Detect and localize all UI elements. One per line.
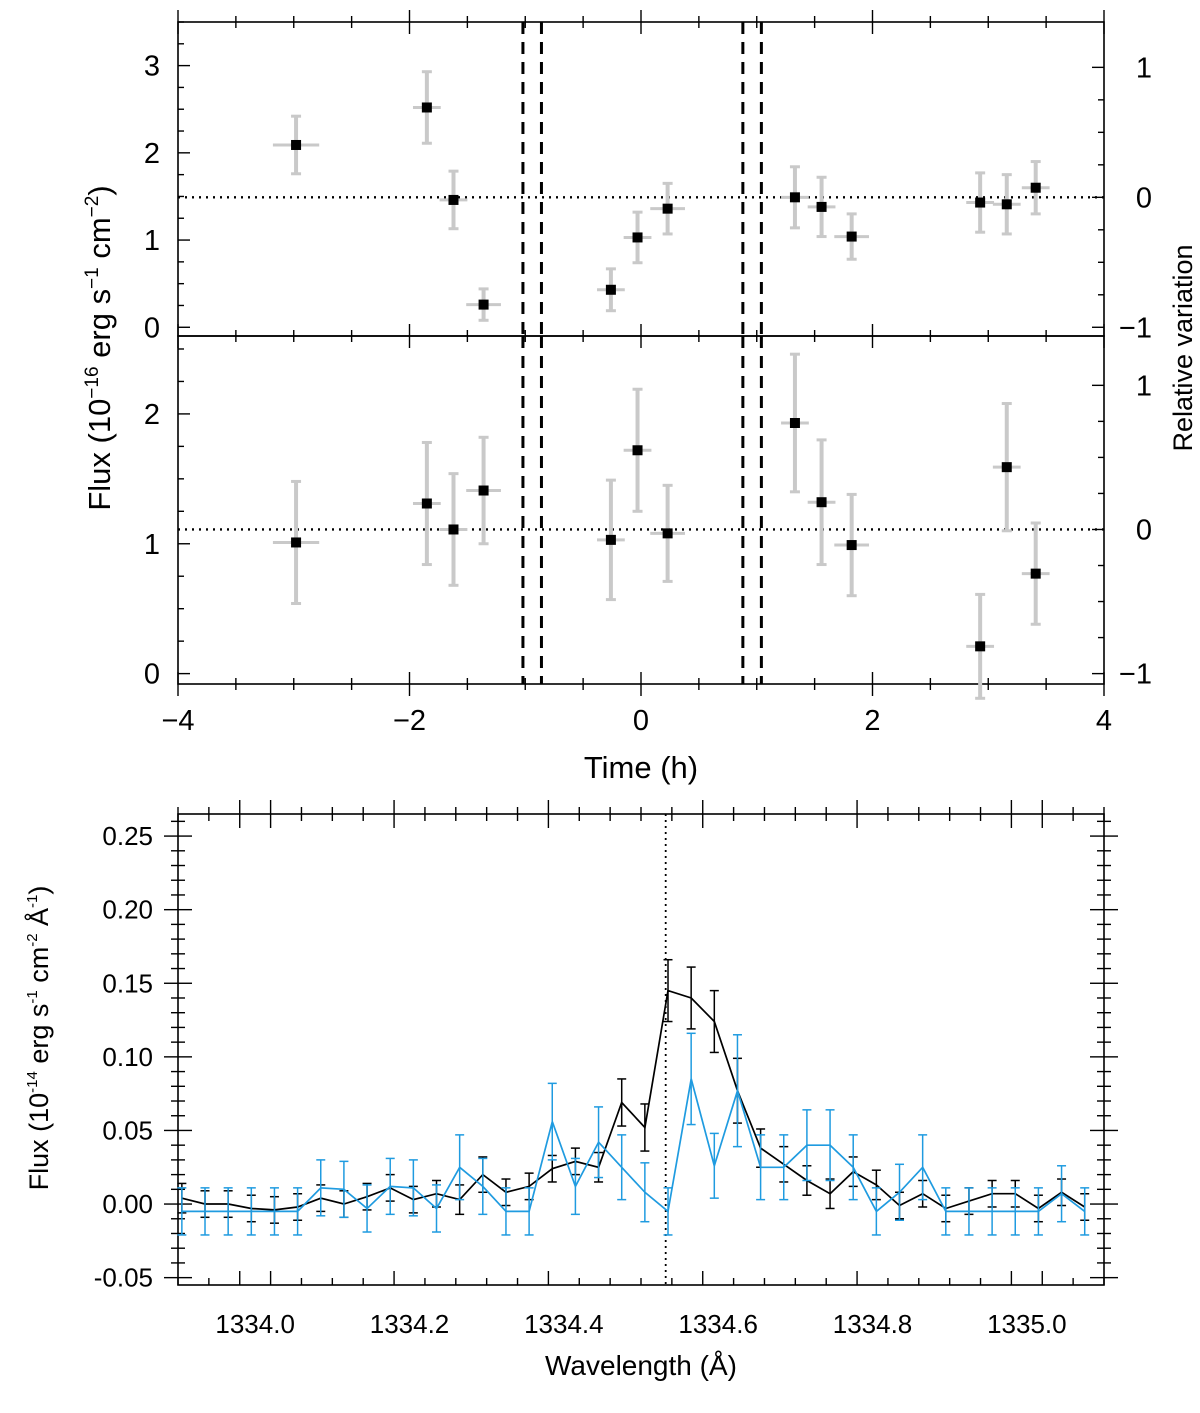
x-tick-label: −2 [393, 705, 426, 737]
x-tick-label: 1334.4 [524, 1309, 604, 1339]
y2-tick-label: −1 [1119, 312, 1152, 344]
y-tick-label: 2 [144, 138, 160, 170]
data-point [662, 528, 673, 539]
data-point [478, 485, 489, 496]
data-point [421, 102, 432, 113]
data-point [789, 192, 800, 203]
y-tick-label: 0.20 [102, 895, 153, 925]
data-point [605, 284, 616, 295]
data-point [1001, 462, 1012, 473]
data-point [846, 231, 857, 242]
x-tick-label: 1334.6 [678, 1309, 758, 1339]
y-tick-label: -0.05 [94, 1263, 153, 1293]
data-point [605, 534, 616, 545]
data-point [1030, 182, 1041, 193]
y-tick-label: 0.15 [102, 968, 153, 998]
x-tick-label: 4 [1096, 705, 1112, 737]
y-tick-label: 3 [144, 51, 160, 83]
data-point [1030, 568, 1041, 579]
y2-tick-label: −1 [1119, 659, 1152, 691]
y-tick-label: 0.25 [102, 821, 153, 851]
data-point [448, 194, 459, 205]
x-tick-label: 1334.0 [215, 1309, 295, 1339]
y-tick-label: 0.05 [102, 1115, 153, 1145]
top-right-y-axis-label: Relative variation [1168, 244, 1198, 451]
top-panel: 0 1 2 3 1 0 −1 [144, 10, 1152, 344]
data-point [421, 498, 432, 509]
x-axis-label: Wavelength (Å) [545, 1350, 737, 1381]
y-tick-label: 2 [144, 399, 160, 431]
y-tick-label: 0.00 [102, 1189, 153, 1219]
x-tick-label: 1335.0 [987, 1309, 1067, 1339]
data-point [291, 139, 302, 150]
x-tick-label: 0 [633, 705, 649, 737]
x-axis-label: Time (h) [584, 750, 698, 785]
data-point [1001, 199, 1012, 210]
data-point [816, 201, 827, 212]
data-point [975, 641, 986, 652]
blue-series-line [181, 1078, 1086, 1213]
top-y-axis-label: Flux (10−16 erg s−1 cm−2) [82, 185, 117, 510]
data-point [632, 232, 643, 243]
y2-tick-label: 1 [1136, 52, 1152, 84]
y2-tick-label: 1 [1136, 370, 1152, 402]
y-tick-label: 0.10 [102, 1042, 153, 1072]
y-tick-label: 1 [144, 529, 160, 561]
y2-tick-label: 0 [1136, 514, 1152, 546]
y-tick-label: 0 [144, 312, 160, 344]
y-tick-label: 1 [144, 225, 160, 257]
bottom-panel: -0.05 0.00 0.05 0.10 0.15 0.20 0.25 1334.0 1334.… [94, 800, 1118, 1381]
black-series-line [181, 989, 1086, 1211]
y2-tick-label: 0 [1136, 182, 1152, 214]
x-tick-label: 1334.2 [370, 1309, 450, 1339]
x-tick-label: 2 [864, 705, 880, 737]
data-point [789, 418, 800, 428]
data-point [846, 540, 857, 551]
data-point [478, 299, 489, 310]
bottom-y-axis-label: Flux (10-14 erg s-1 cm-2 Å-1) [23, 886, 54, 1191]
data-point [816, 497, 827, 508]
middle-panel: 0 1 2 1 0 −1 −4 −2 0 2 4 Time (h) [144, 335, 1152, 785]
data-point [448, 524, 459, 535]
data-point [291, 537, 302, 548]
y-tick-label: 0 [144, 659, 160, 691]
x-tick-label: 1334.8 [833, 1309, 913, 1339]
data-point [975, 197, 986, 208]
data-point [662, 203, 673, 214]
data-point [632, 445, 643, 456]
x-tick-label: −4 [161, 705, 194, 737]
